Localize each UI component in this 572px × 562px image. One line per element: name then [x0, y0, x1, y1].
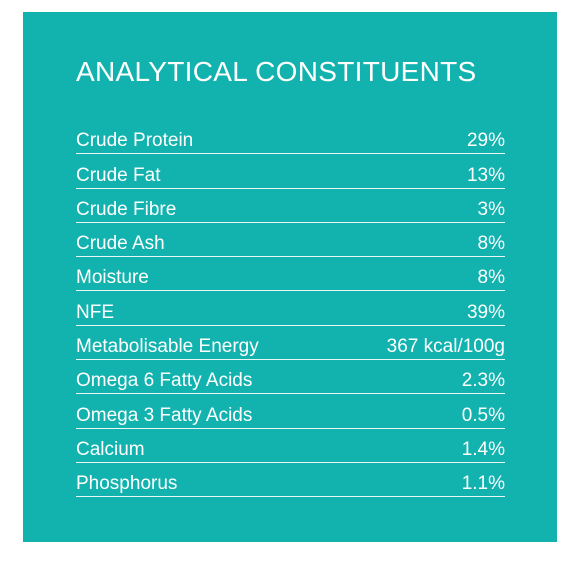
- row-value: 3%: [477, 198, 505, 220]
- row-value: 0.5%: [461, 404, 505, 426]
- row-value: 2.3%: [461, 370, 505, 392]
- row-label: Crude Protein: [76, 130, 194, 152]
- table-row: Crude Fibre 3%: [76, 190, 505, 223]
- constituents-table: Crude Protein 29% Crude Fat 13% Crude Fi…: [76, 121, 505, 498]
- row-value: 8%: [477, 233, 505, 255]
- table-row: Crude Fat 13%: [76, 155, 505, 189]
- row-value: 29%: [466, 130, 505, 152]
- table-row: Metabolisable Energy 367 kcal/100g: [76, 327, 505, 361]
- row-label: Metabolisable Energy: [76, 336, 259, 358]
- table-row: Crude Protein 29%: [76, 121, 505, 155]
- row-value: 1.1%: [461, 473, 505, 495]
- row-value: 39%: [466, 301, 505, 323]
- table-row: Phosphorus 1.1%: [76, 464, 505, 498]
- row-label: Moisture: [76, 267, 149, 289]
- row-label: Omega 6 Fatty Acids: [76, 370, 253, 392]
- table-row: Calcium 1.4%: [76, 430, 505, 463]
- row-value: 8%: [477, 267, 505, 289]
- row-label: NFE: [76, 301, 114, 323]
- row-label: Crude Ash: [76, 233, 165, 255]
- table-row: Moisture 8%: [76, 258, 505, 292]
- table-row: Omega 6 Fatty Acids 2.3%: [76, 361, 505, 395]
- analytical-constituents-panel: ANALYTICAL CONSTITUENTS Crude Protein 29…: [23, 12, 557, 542]
- panel-title: ANALYTICAL CONSTITUENTS: [76, 56, 477, 87]
- table-row: NFE 39%: [76, 292, 505, 326]
- row-value: 13%: [466, 164, 505, 186]
- row-label: Omega 3 Fatty Acids: [76, 404, 253, 426]
- row-value: 367 kcal/100g: [386, 336, 505, 358]
- row-value: 1.4%: [461, 438, 505, 460]
- row-label: Crude Fat: [76, 164, 161, 186]
- row-label: Calcium: [76, 438, 145, 460]
- row-label: Crude Fibre: [76, 198, 177, 220]
- row-label: Phosphorus: [76, 473, 178, 495]
- table-row: Crude Ash 8%: [76, 224, 505, 258]
- table-row: Omega 3 Fatty Acids 0.5%: [76, 395, 505, 429]
